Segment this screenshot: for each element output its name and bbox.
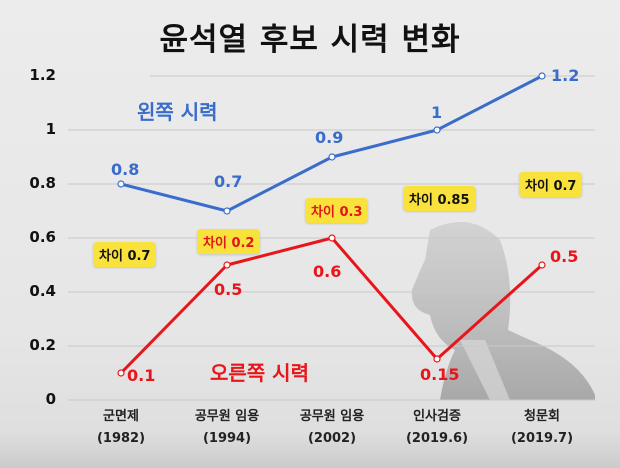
left-value: 0.8 [111,160,140,179]
x-label: 인사검증 (2019.6) [405,409,469,446]
right-eye-markers [117,234,546,377]
difference-badge: 차이 0.7 [93,242,157,267]
right-value: 0.15 [420,365,460,384]
y-tick: 1.2 [29,66,56,84]
left-eye-label: 왼쪽 시력 [137,100,218,124]
candidate-photo [400,220,595,400]
y-tick: 0.4 [29,282,56,300]
y-tick: 0 [45,390,56,408]
x-label: 공무원 임용 (1994) [194,409,260,446]
right-value: 0.1 [127,366,156,385]
left-value: 1 [431,103,443,122]
difference-badge: 차이 0.2 [197,229,261,254]
difference-badge: 차이 0.85 [403,186,476,211]
difference-badge: 차이 0.7 [519,172,583,197]
y-tick: 0.6 [29,228,56,246]
x-label: 군면제 (1982) [96,409,146,446]
left-eye-markers [117,72,546,215]
y-tick: 1 [45,120,56,138]
right-value: 0.6 [313,262,342,281]
y-tick: 0.2 [29,336,56,354]
left-value: 0.9 [315,128,344,147]
right-eye-line [119,236,544,375]
right-eye-label: 오른쪽 시력 [210,361,309,385]
left-value: 0.7 [214,172,243,191]
y-tick: 0.8 [29,174,56,192]
chart-title: 윤석열 후보 시력 변화 [159,22,461,58]
right-value: 0.5 [214,280,243,299]
left-value: 1.2 [551,66,580,85]
right-value: 0.5 [550,247,579,266]
x-label: 공무원 임용 (2002) [299,409,365,446]
x-label: 청문회 (2019.7) [510,409,574,446]
difference-badge: 차이 0.3 [305,198,369,223]
